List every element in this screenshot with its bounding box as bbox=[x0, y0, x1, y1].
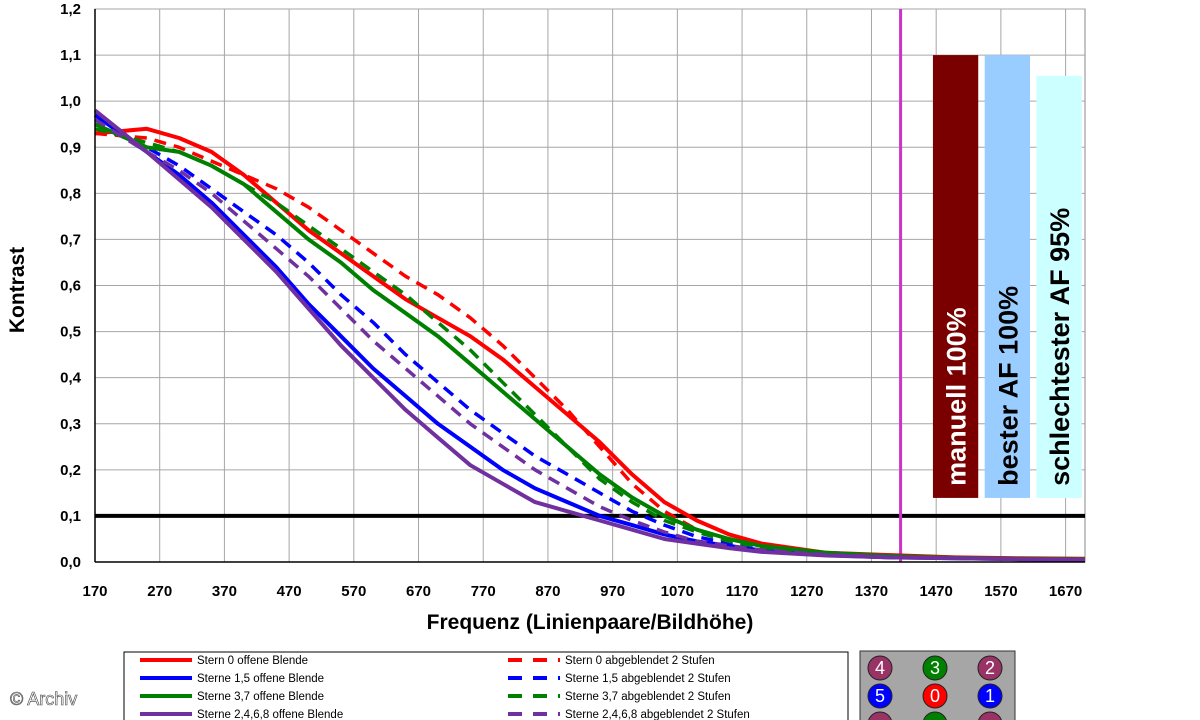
star-marker bbox=[923, 711, 947, 720]
star-number: 5 bbox=[875, 686, 885, 706]
legend-label: Stern 0 offene Blende bbox=[197, 655, 308, 667]
bar-label-2: bester AF 100% bbox=[993, 286, 1023, 486]
star-number: 3 bbox=[930, 658, 940, 678]
x-tick-label: 270 bbox=[147, 583, 172, 600]
star-marker bbox=[922, 655, 948, 681]
x-tick-label: 1270 bbox=[790, 583, 823, 600]
bars: manuell 100% bester AF 100% schlechtester … bbox=[932, 55, 1082, 498]
y-tick-label: 0,1 bbox=[60, 508, 81, 525]
series-lines bbox=[93, 108, 1086, 562]
y-tick-label: 0,8 bbox=[60, 185, 81, 202]
star-number: 1 bbox=[985, 686, 995, 706]
star-marker bbox=[977, 655, 1003, 681]
x-tick-label: 1370 bbox=[855, 583, 888, 600]
x-tick-label: 1570 bbox=[984, 583, 1017, 600]
x-tick-label: 470 bbox=[277, 583, 302, 600]
x-tick-label: 1470 bbox=[919, 583, 952, 600]
legend-label: Stern 0 abgeblendet 2 Stufen bbox=[565, 655, 715, 667]
y-tick-label: 0,4 bbox=[60, 370, 82, 387]
legend-label: Sterne 3,7 abgeblendet 2 Stufen bbox=[565, 691, 731, 703]
series-line-8 bbox=[94, 118, 1086, 562]
star-marker bbox=[978, 711, 1002, 720]
legend-label: Sterne 2,4,6,8 abgeblendet 2 Stufen bbox=[565, 709, 750, 720]
watermark: © Archiv bbox=[10, 689, 77, 709]
star-number: 0 bbox=[930, 686, 940, 706]
bar-label-3: schlechtester AF 95% bbox=[1045, 208, 1075, 486]
star-marker bbox=[867, 655, 893, 681]
y-tick-label: 0,3 bbox=[60, 416, 81, 433]
legend: Stern 0 offene Blende Stern 0 abgeblendet… bbox=[123, 651, 849, 720]
legend-label: Sterne 2,4,6,8 offene Blende bbox=[197, 709, 343, 720]
y-tick-label: 0,7 bbox=[60, 231, 81, 248]
x-tick-label: 1670 bbox=[1049, 583, 1082, 600]
legend-box bbox=[123, 651, 849, 720]
star-marker bbox=[922, 683, 948, 709]
x-tick-label: 870 bbox=[535, 583, 560, 600]
x-tick-label: 1070 bbox=[661, 583, 694, 600]
x-tick-label: 770 bbox=[471, 583, 496, 600]
x-tick-label: 670 bbox=[406, 583, 431, 600]
bar-2 bbox=[984, 55, 1030, 498]
axes: 170 270 370 470 570 670 770 870 970 1070 1170 1270 1… bbox=[60, 1, 1085, 600]
y-tick-label: 1,2 bbox=[60, 1, 81, 18]
star-marker bbox=[867, 683, 893, 709]
x-tick-label: 370 bbox=[212, 583, 237, 600]
x-axis-title: Frequenz (Linienpaare/Bildhöhe) bbox=[427, 611, 754, 634]
bar-3 bbox=[1036, 75, 1082, 498]
series-line-6 bbox=[94, 127, 1086, 561]
y-tick-label: 0,2 bbox=[60, 462, 81, 479]
star-marker bbox=[868, 711, 892, 720]
x-tick-label: 970 bbox=[600, 583, 625, 600]
y-tick-label: 0,5 bbox=[60, 324, 81, 341]
star-key: 4 3 2 5 0 1 bbox=[859, 650, 1016, 720]
star-marker bbox=[977, 683, 1003, 709]
x-tick-label: 570 bbox=[341, 583, 366, 600]
y-axis-title: Kontrast bbox=[6, 247, 29, 333]
legend-label: Sterne 1,5 abgeblendet 2 Stufen bbox=[565, 673, 731, 685]
bar-label-1: manuell 100% bbox=[942, 307, 972, 486]
legend-label: Sterne 3,7 offene Blende bbox=[197, 691, 324, 703]
y-tick-label: 0,0 bbox=[60, 554, 81, 571]
bar-1 bbox=[932, 55, 979, 498]
star-number: 4 bbox=[875, 658, 885, 678]
y-tick-label: 1,1 bbox=[60, 47, 81, 64]
x-tick-label: 170 bbox=[82, 583, 107, 600]
y-tick-label: 0,9 bbox=[60, 139, 81, 156]
y-tick-label: 0,6 bbox=[60, 278, 81, 295]
legend-label: Sterne 1,5 offene Blende bbox=[197, 673, 324, 685]
x-tick-label: 1170 bbox=[726, 583, 759, 600]
series-line-2 bbox=[94, 131, 1086, 561]
star-number: 2 bbox=[985, 658, 995, 678]
y-tick-label: 1,0 bbox=[60, 93, 81, 110]
